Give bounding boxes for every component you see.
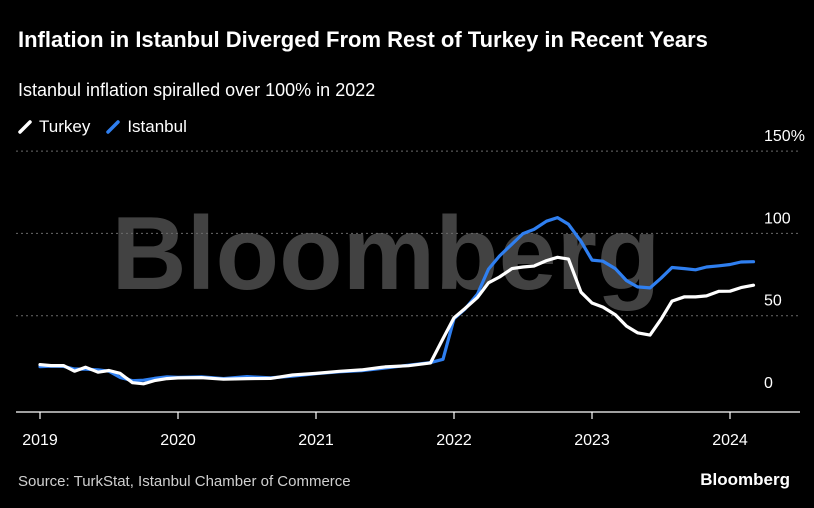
watermark-text: Bloomberg (112, 196, 661, 312)
y-tick-label: 150% (764, 128, 805, 145)
series-line-turkey (38, 255, 756, 386)
x-tick-label: 2020 (160, 432, 196, 449)
chart-subtitle: Istanbul inflation spiralled over 100% i… (18, 80, 376, 100)
legend-label-istanbul: Istanbul (127, 117, 187, 136)
y-tick-label: 50 (764, 293, 782, 310)
x-tick-label: 2023 (574, 432, 610, 449)
x-tick-label: 2024 (712, 432, 748, 449)
bloomberg-logo: Bloomberg (700, 470, 790, 489)
gridlines (16, 150, 800, 317)
x-tick-label: 2021 (298, 432, 334, 449)
legend: Turkey Istanbul (18, 117, 203, 137)
series-lines (38, 216, 756, 386)
legend-swatch-turkey (18, 120, 32, 134)
y-tick-label: 100 (764, 210, 791, 227)
y-tick-label: 0 (764, 375, 773, 392)
y-axis: 0 50 100 150% (764, 128, 805, 392)
legend-label-turkey: Turkey (39, 117, 91, 136)
source-note: Source: TurkStat, Istanbul Chamber of Co… (18, 473, 351, 490)
x-tick-label: 2022 (436, 432, 472, 449)
legend-item-turkey: Turkey (18, 117, 90, 137)
x-axis: 2019 2020 2021 2022 2023 2024 (16, 411, 800, 449)
chart-title: Inflation in Istanbul Diverged From Rest… (18, 27, 708, 52)
legend-swatch-istanbul (106, 120, 121, 134)
x-tick-label: 2019 (22, 432, 58, 449)
legend-item-istanbul: Istanbul (106, 117, 187, 137)
